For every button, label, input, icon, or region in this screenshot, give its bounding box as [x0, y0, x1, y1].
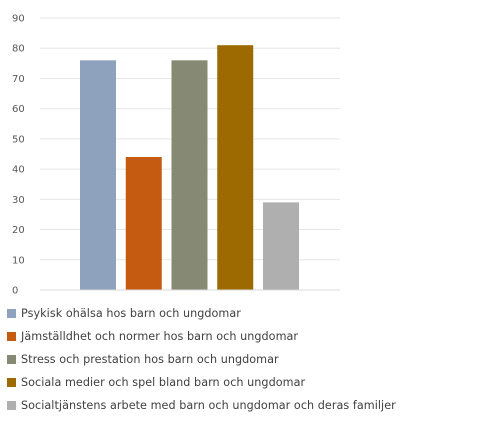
- bar: [80, 60, 116, 290]
- y-tick-label: 10: [12, 255, 25, 266]
- bars: [80, 45, 299, 291]
- legend-item: Psykisk ohälsa hos barn och ungdomar: [7, 302, 484, 325]
- legend-swatch: [7, 355, 16, 364]
- y-tick-label: 50: [12, 134, 25, 145]
- bar-chart: 0 10 20 30 40 50 60 70 80 90: [12, 14, 340, 297]
- legend-label: Stress och prestation hos barn och ungdo…: [21, 353, 279, 366]
- y-tick-label: 70: [12, 74, 25, 85]
- legend-item: Stress och prestation hos barn och ungdo…: [7, 348, 484, 371]
- y-tick-label: 90: [12, 14, 25, 25]
- bar: [263, 202, 299, 290]
- y-tick-label: 20: [12, 225, 25, 236]
- legend-item: Socialtjänstens arbete med barn och ungd…: [7, 394, 484, 417]
- y-tick-label: 30: [12, 195, 25, 206]
- legend-label: Psykisk ohälsa hos barn och ungdomar: [21, 307, 241, 320]
- y-tick-label: 0: [12, 286, 18, 297]
- legend-swatch: [7, 401, 16, 410]
- legend-label: Jämställdhet och normer hos barn och ung…: [21, 330, 299, 343]
- y-axis-ticks: 0 10 20 30 40 50 60 70 80 90: [12, 14, 25, 297]
- legend-item: Jämställdhet och normer hos barn och ung…: [7, 325, 484, 348]
- legend-label: Sociala medier och spel bland barn och u…: [21, 376, 306, 389]
- legend: Psykisk ohälsa hos barn och ungdomar Jäms…: [7, 302, 484, 417]
- y-tick-label: 40: [12, 165, 25, 176]
- legend-label: Socialtjänstens arbete med barn och ungd…: [21, 399, 396, 412]
- legend-item: Sociala medier och spel bland barn och u…: [7, 371, 484, 394]
- bar: [217, 45, 254, 291]
- bar: [171, 60, 208, 290]
- legend-swatch: [7, 332, 16, 341]
- y-tick-label: 60: [12, 104, 25, 115]
- legend-swatch: [7, 309, 16, 318]
- y-tick-label: 80: [12, 44, 25, 55]
- legend-swatch: [7, 378, 16, 387]
- bar: [125, 157, 162, 290]
